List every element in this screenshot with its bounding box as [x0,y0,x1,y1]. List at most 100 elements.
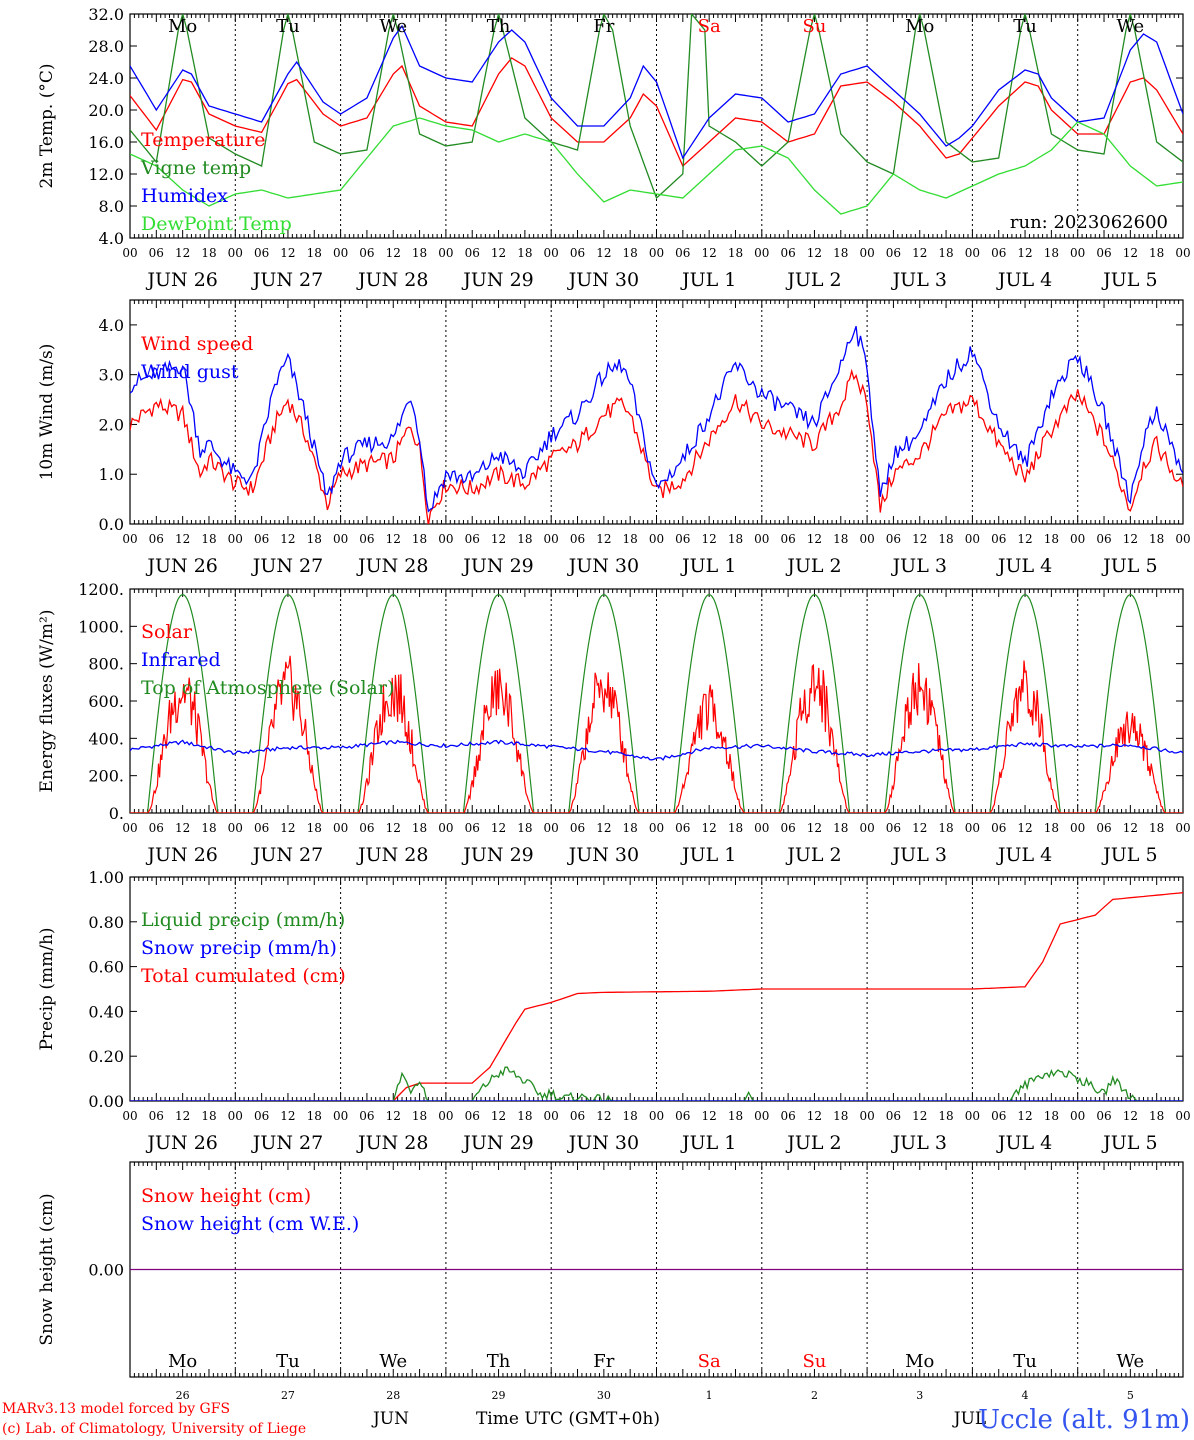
date-label: JUL 3 [891,555,947,577]
hour-tick-label: 18 [938,1109,953,1123]
hour-tick-label: 00 [544,246,559,260]
hour-tick-label: 18 [307,246,322,260]
legend-entry: Wind speed [141,333,253,355]
hour-tick-label: 18 [201,821,216,835]
day-of-week-label: Su [802,16,826,37]
hour-tick-label: 06 [570,1109,585,1123]
hour-tick-label: 00 [859,246,874,260]
hour-tick-label: 18 [833,246,848,260]
hour-tick-label: 00 [333,821,348,835]
hour-tick-label: 18 [833,1109,848,1123]
hour-tick-label: 18 [833,821,848,835]
hour-tick-label: 00 [754,1109,769,1123]
hour-tick-label: 06 [1096,246,1111,260]
date-label: JUL 2 [785,555,841,577]
hour-tick-label: 18 [307,532,322,546]
hour-tick-label: 00 [122,1109,137,1123]
hour-ticks [129,1162,1184,1377]
y-tick-label: 16.0 [88,133,124,152]
hour-tick-label: 12 [807,1109,822,1123]
date-label: JUN 28 [356,844,428,866]
y-tick-label: 0.60 [88,958,124,977]
hour-tick-label: 12 [702,1109,717,1123]
hour-tick-label: 06 [675,821,690,835]
hour-tick-label: 18 [412,1109,427,1123]
series-humidex-line [130,24,1183,160]
hour-tick-label: 06 [886,1109,901,1123]
hour-tick-label: 00 [754,532,769,546]
date-label: JUN 28 [356,269,428,291]
hour-tick-label: 00 [122,821,137,835]
legend-entry: Humidex [141,185,228,207]
hour-tick-label: 12 [596,1109,611,1123]
series-wind-speed-line [130,368,1183,524]
date-label: JUN 29 [461,555,533,577]
hour-tick-label: 18 [412,532,427,546]
day-of-week-label: We [1117,16,1145,37]
hour-tick-label: 00 [228,1109,243,1123]
hour-tick-label: 12 [386,821,401,835]
hour-tick-label: 06 [359,1109,374,1123]
hour-tick-label: 18 [623,246,638,260]
plot-frame [129,13,1184,239]
hour-tick-label: 06 [1096,1109,1111,1123]
footer-month-jul: JUL [952,1409,986,1429]
legend-entry: Temperature [141,129,265,151]
hour-tick-label: 12 [386,1109,401,1123]
hour-tick-label: 06 [991,1109,1006,1123]
date-label: JUN 27 [251,844,323,866]
date-label: JUL 4 [996,844,1052,866]
footer-station: Uccle (alt. 91m) [978,1405,1190,1435]
date-label: JUN 28 [356,555,428,577]
hour-tick-label: 00 [965,1109,980,1123]
hour-tick-label: 12 [1017,1109,1032,1123]
y-tick-label: 28.0 [88,37,124,56]
hour-tick-label: 06 [570,821,585,835]
y-axis-label: 10m Wind (m/s) [37,344,57,481]
y-tick-label: 1200. [78,580,124,599]
hour-tick-label: 06 [254,532,269,546]
hour-tick-label: 00 [438,246,453,260]
hour-tick-label: 06 [1096,821,1111,835]
hour-tick-label: 06 [886,532,901,546]
hour-tick-label: 18 [1149,821,1164,835]
hour-tick-label: 00 [333,1109,348,1123]
hour-tick-label: 18 [307,1109,322,1123]
date-label: JUN 30 [567,555,639,577]
hour-tick-label: 12 [702,246,717,260]
run-label: run: 2023062600 [1010,212,1168,233]
hour-tick-label: 00 [859,532,874,546]
hour-tick-label: 12 [386,532,401,546]
day-number-label: 2 [811,1389,818,1402]
hour-tick-label: 00 [649,1109,664,1123]
hour-tick-label: 18 [623,532,638,546]
hour-tick-label: 12 [912,1109,927,1123]
hour-tick-label: 06 [465,532,480,546]
hour-tick-label: 06 [886,821,901,835]
date-label: JUN 29 [461,844,533,866]
hour-tick-label: 00 [859,1109,874,1123]
hour-tick-label: 18 [517,532,532,546]
day-of-week-label: Fr [593,16,614,37]
day-number-label: 30 [597,1389,611,1402]
hour-tick-label: 12 [280,532,295,546]
legend-entry: DewPoint Temp [141,213,292,235]
date-label: JUL 4 [996,555,1052,577]
day-number-label: 28 [386,1389,400,1402]
date-label: JUL 5 [1101,844,1157,866]
footer-time-label: Time UTC (GMT+0h) [476,1409,660,1429]
hour-tick-label: 12 [1123,532,1138,546]
hour-tick-label: 12 [912,246,927,260]
date-label: JUL 5 [1101,555,1157,577]
y-tick-label: 1.0 [99,465,124,484]
date-label: JUN 27 [251,269,323,291]
hour-tick-label: 18 [1044,532,1059,546]
hour-tick-label: 06 [359,532,374,546]
hour-tick-label: 06 [149,532,164,546]
date-label: JUL 2 [785,844,841,866]
hour-tick-label: 18 [833,532,848,546]
hour-tick-label: 12 [1123,246,1138,260]
date-label: JUL 1 [680,269,736,291]
hour-tick-label: 18 [938,246,953,260]
series-total-cumulated-cm-line [130,892,1183,1101]
